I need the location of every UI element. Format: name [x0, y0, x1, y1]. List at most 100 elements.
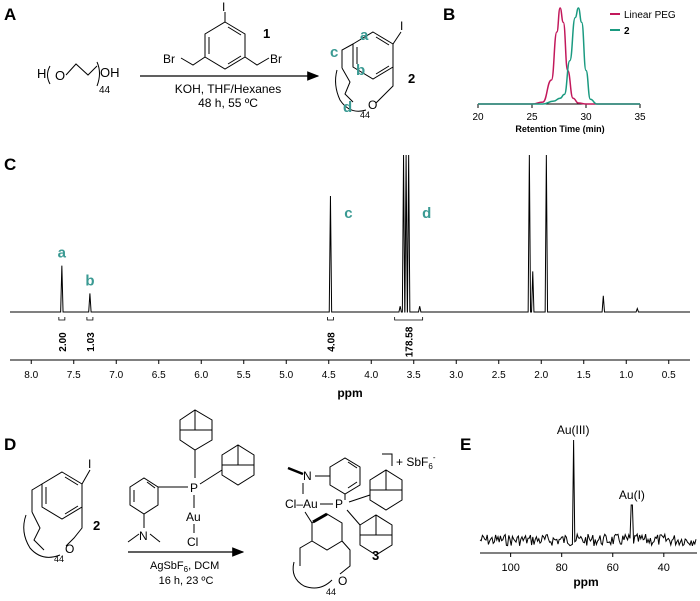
product3-id: 3 — [372, 548, 379, 563]
nmr-tick-label: 6.5 — [152, 370, 166, 381]
gpc-legend: Linear PEG 2 — [610, 10, 676, 37]
p31-tick-label: 60 — [607, 562, 619, 574]
gpc-series-line-0 — [477, 7, 640, 105]
complex-au: Au — [186, 510, 201, 524]
scheme-a: H O OH 44 I Br Br 1 KOH, THF/Hexanes 48 … — [37, 0, 415, 120]
label-d: d — [343, 99, 352, 116]
gpc-series — [477, 7, 640, 105]
p31-x-label: ppm — [573, 575, 598, 589]
product-id: 2 — [408, 71, 415, 86]
peg-o: O — [55, 68, 65, 83]
reagent-br-right: Br — [270, 52, 282, 66]
peg-bracket-left — [47, 65, 51, 85]
nmr-integral-bracket — [58, 317, 66, 321]
p31-peak-label: Au(III) — [557, 423, 590, 437]
adamantyl-right — [199, 444, 255, 486]
product-o: O — [368, 98, 377, 112]
counterion: + SbF6- — [396, 453, 436, 471]
scheme-d: I O 44 2 P N Au Cl — [23, 409, 436, 597]
nmr-x-label: ppm — [337, 386, 362, 400]
p31-peak-label: Au(I) — [619, 488, 645, 502]
nmr-peak-labels: a b c d — [58, 205, 432, 289]
conditions-a-2: 48 h, 55 ºC — [198, 96, 258, 110]
gpc-series-line-1 — [477, 7, 640, 105]
nmr-tick-label: 6.0 — [194, 370, 208, 381]
nmr-peak-label-a: a — [58, 245, 67, 262]
panel-label-b: B — [443, 5, 455, 24]
reactant-i: I — [88, 457, 91, 471]
nmr-tick-label: 3.5 — [407, 370, 421, 381]
gpc-tick-label: 35 — [634, 112, 646, 123]
nmr-integral-value: 1.03 — [86, 332, 97, 352]
p31-nmr-chart: 100 80 60 40 ppm Au(III) Au(I) — [479, 423, 697, 589]
reagent-ring — [204, 21, 246, 70]
nmr-integral-value: 2.00 — [58, 332, 69, 352]
nmr-tick-label: 1.0 — [619, 370, 633, 381]
p31-tick-label: 40 — [658, 562, 670, 574]
legend-2: 2 — [624, 26, 630, 37]
reagent-1-structure: I Br Br 1 — [163, 0, 282, 70]
nmr-tick-label: 5.0 — [279, 370, 293, 381]
peg-n: 44 — [99, 85, 111, 96]
nmr-tick-label: 3.0 — [449, 370, 463, 381]
product3-cl-au: Cl–Au — [285, 497, 318, 511]
nmr-spectrum-line — [10, 154, 690, 313]
peg-h: H — [37, 66, 46, 81]
p31-tick-label: 80 — [556, 562, 568, 574]
nmr-peak-label-b: b — [85, 272, 94, 289]
product3-n: N — [303, 469, 312, 483]
reagent-id: 1 — [263, 26, 270, 41]
peg-bracket-right — [96, 61, 100, 87]
peg-chain — [65, 63, 98, 76]
product3-p: P — [335, 497, 343, 511]
gpc-tick-label: 25 — [526, 112, 538, 123]
legend-linear-peg: Linear PEG — [624, 10, 676, 21]
p31-tick-label: 100 — [501, 562, 519, 574]
nmr-tick-label: 7.0 — [109, 370, 123, 381]
nmr-tick-label: 4.0 — [364, 370, 378, 381]
adamantyl-top — [179, 409, 213, 478]
nmr-integrals: 2.00 1.03 4.08 178.58 — [58, 317, 424, 357]
panel-label-d: D — [4, 435, 16, 454]
au-phosphine-complex: P N Au Cl — [127, 409, 255, 549]
reagent-br-left: Br — [163, 52, 175, 66]
reactant-id: 2 — [93, 518, 100, 533]
complex-n: N — [139, 529, 148, 543]
nmr-integral-bracket — [327, 317, 334, 321]
peg-oh: OH — [100, 65, 120, 80]
nmr-peak-label-d: d — [422, 205, 431, 222]
product-n: 44 — [360, 110, 370, 120]
gpc-x-ticks: 20 25 30 35 — [472, 104, 646, 123]
product-i: I — [400, 19, 403, 33]
complex-p: P — [190, 481, 198, 495]
product3-chain-n: 44 — [326, 587, 336, 597]
conditions-d-2: 16 h, 23 ºC — [159, 575, 214, 587]
conditions-a-1: KOH, THF/Hexanes — [175, 82, 281, 96]
label-c: c — [330, 44, 338, 61]
nmr-tick-label: 7.5 — [67, 370, 81, 381]
panel-label-a: A — [4, 5, 16, 24]
nmr-tick-label: 2.5 — [492, 370, 506, 381]
p31-spectrum-line — [479, 439, 697, 547]
gpc-chart: 20 25 30 35 Retention Time (min) Linear PEG… — [472, 7, 676, 134]
nmr-tick-label: 5.5 — [237, 370, 251, 381]
panel-label-e: E — [460, 435, 471, 454]
conditions-d-1: AgSbF6, DCM — [150, 560, 219, 574]
nmr-tick-label: 2.0 — [534, 370, 548, 381]
product-2-structure: I O 44 2 a b c d — [330, 19, 415, 120]
label-a: a — [360, 27, 369, 44]
gpc-tick-label: 30 — [580, 112, 592, 123]
nmr-integral-bracket — [394, 317, 424, 321]
reagent-i: I — [222, 0, 225, 14]
product3-o: O — [338, 574, 347, 588]
nmr-chart: 8.0 7.5 7.0 6.5 6.0 5.5 5.0 4.5 4.0 3.5 3.0 2.5 2.0 1… — [10, 154, 690, 400]
nmr-tick-label: 0.5 — [662, 370, 676, 381]
complex-cl: Cl — [187, 535, 198, 549]
p31-x-ticks: 100 80 60 40 — [501, 553, 670, 574]
product-3-structure: N Cl–Au P O 44 3 — [285, 453, 436, 597]
nmr-integral-bracket — [86, 317, 94, 321]
reactant-n: 44 — [54, 554, 64, 564]
panel-label-c: C — [4, 155, 16, 174]
